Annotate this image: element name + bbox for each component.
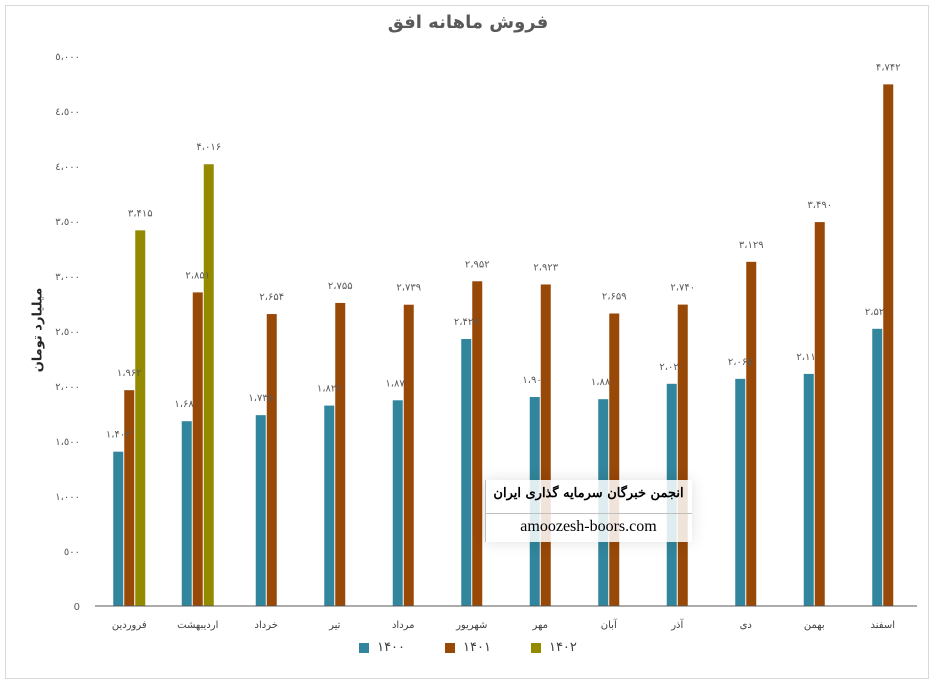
bar — [135, 230, 146, 606]
x-tick-label: تیر — [328, 620, 341, 631]
data-label: ۱،۷۳۵ — [248, 393, 273, 404]
data-label: ۲،۵۲۰ — [865, 307, 890, 318]
y-axis-ticks: 0 ٥٠٠ ١،٠٠٠ ١،٥٠٠ ٢،٠٠٠ ٢،٥٠٠ ٣،٠٠٠ ٣،٥٠٠ ٤،٠٠٠ ٤… — [55, 52, 80, 613]
legend-swatch — [530, 642, 541, 653]
data-label: ۳،۴۱۵ — [128, 208, 153, 219]
y-tick-label: ٣،٥٠٠ — [55, 217, 80, 228]
x-tick-label: اسفند — [871, 620, 895, 631]
data-label: ۲،۶۵۹ — [602, 292, 627, 303]
x-tick-label: بهمن — [804, 620, 825, 631]
bar — [266, 314, 277, 606]
legend-item: ۱۴۰۲ — [530, 640, 577, 655]
bar — [472, 281, 483, 606]
bar — [392, 400, 403, 606]
data-label: ۱،۸۷۰ — [385, 378, 410, 389]
bar — [255, 415, 266, 606]
x-tick-label: شهریور — [455, 620, 487, 631]
bar — [540, 284, 551, 606]
bar — [113, 451, 124, 606]
data-label: ۳،۱۲۹ — [739, 240, 764, 251]
data-label: ۱،۹۰۰ — [522, 375, 547, 386]
x-tick-label: اردیبهشت — [177, 620, 218, 631]
data-labels: ۱،۴۰۳ ۱،۹۶۲ ۳،۴۱۵ ۱،۶۸۰ ۲،۸۵۱ ۴،۰۱۶ ۱،۷۳۵ ۲،۶۵۴… — [106, 62, 901, 440]
bar — [677, 304, 688, 606]
bar — [872, 328, 883, 606]
bar — [124, 390, 135, 606]
x-tick-label: مهر — [532, 620, 548, 631]
x-tick-label: آبان — [601, 618, 618, 631]
data-label: ۱،۸۸۰ — [591, 377, 616, 388]
data-label: ۲،۷۴۰ — [670, 283, 695, 294]
data-label: ۱،۹۶۲ — [117, 368, 142, 379]
legend-label: ۱۴۰۰ — [377, 640, 406, 655]
bar — [203, 164, 214, 607]
bar — [324, 405, 335, 606]
y-tick-label: ٥٠٠ — [64, 547, 80, 558]
data-label: ۱،۶۸۰ — [174, 399, 199, 410]
data-label: ۲،۷۳۹ — [396, 283, 421, 294]
y-tick-label: ٢،٠٠٠ — [55, 382, 80, 393]
data-label: ۲،۸۵۱ — [185, 270, 210, 281]
bar — [746, 261, 757, 606]
data-label: ۲،۷۵۵ — [328, 281, 353, 292]
bar — [803, 373, 814, 606]
data-label: ۲،۱۱۰ — [796, 352, 821, 363]
y-tick-label: ١،٠٠٠ — [55, 492, 80, 503]
y-tick-label: ٤،٠٠٠ — [55, 162, 80, 173]
data-label: ۲،۰۲۰ — [659, 362, 684, 373]
bar — [403, 304, 414, 606]
data-label: ۱،۸۲۲ — [317, 384, 342, 395]
data-label: ۲،۹۲۳ — [533, 262, 558, 273]
legend-item: ۱۴۰۰ — [359, 640, 405, 655]
y-tick-label: 0 — [74, 602, 80, 613]
watermark: انجمن خبرگان سرمایه گذاری ایران amoozesh… — [485, 480, 692, 542]
y-tick-label: ٣،٠٠٠ — [55, 272, 80, 283]
data-label: ۲،۴۲۷ — [454, 317, 479, 328]
watermark-url: amoozesh-boors.com — [520, 518, 657, 535]
x-tick-label: مرداد — [392, 620, 415, 631]
data-label: ۴،۷۴۲ — [876, 62, 901, 73]
y-tick-label: ٢،٥٠٠ — [55, 327, 80, 338]
x-tick-label: خرداد — [255, 620, 278, 631]
bar — [609, 313, 620, 606]
bar — [814, 222, 825, 606]
y-tick-label: ٥،٠٠٠ — [55, 52, 80, 63]
legend-swatch — [445, 642, 456, 653]
bar — [335, 302, 346, 606]
data-label: ۲،۰۶۵ — [728, 357, 753, 368]
x-axis: فروردین اردیبهشت خرداد تیر مرداد شهریور مهر آبا… — [95, 605, 917, 631]
data-label: ۲،۶۵۴ — [259, 292, 284, 303]
y-tick-label: ١،٥٠٠ — [55, 437, 80, 448]
bars — [113, 84, 894, 607]
data-label: ۲،۹۵۲ — [465, 259, 490, 270]
x-tick-label: آذر — [670, 618, 684, 631]
data-label: ۳،۴۹۰ — [807, 200, 832, 211]
legend-label: ۱۴۰۱ — [463, 640, 491, 655]
legend-label: ۱۴۰۲ — [548, 640, 577, 655]
legend-swatch — [359, 642, 370, 653]
bar — [883, 84, 894, 606]
x-tick-label: فروردین — [112, 620, 147, 631]
chart-title: فروش ماهانه افق — [387, 12, 549, 33]
legend-item: ۱۴۰۱ — [445, 640, 491, 655]
bar — [461, 339, 472, 606]
bar — [181, 421, 192, 606]
bar — [192, 292, 203, 606]
legend: ۱۴۰۰ ۱۴۰۱ ۱۴۰۲ — [0, 640, 936, 655]
data-label: ۱،۴۰۳ — [106, 430, 131, 441]
x-tick-label: دی — [740, 620, 752, 631]
data-label: ۴،۰۱۶ — [196, 142, 221, 153]
watermark-org-name: انجمن خبرگان سرمایه گذاری ایران — [493, 486, 684, 501]
bar — [735, 378, 746, 606]
y-tick-label: ٤،٥٠٠ — [55, 107, 80, 118]
